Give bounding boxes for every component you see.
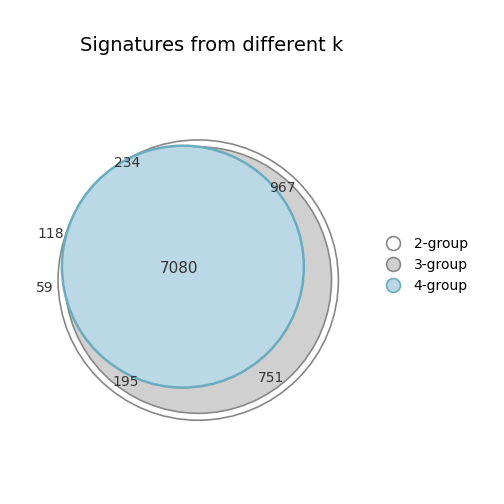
Text: 59: 59 [36,281,53,295]
Text: 7080: 7080 [160,261,198,276]
Text: 234: 234 [114,156,140,170]
Circle shape [62,146,304,388]
Text: 751: 751 [258,371,284,385]
Legend: 2-group, 3-group, 4-group: 2-group, 3-group, 4-group [372,230,475,299]
Text: 967: 967 [270,181,296,195]
Text: 118: 118 [37,227,64,241]
Text: 195: 195 [112,375,139,389]
Title: Signatures from different k: Signatures from different k [80,36,343,55]
Circle shape [65,147,332,413]
